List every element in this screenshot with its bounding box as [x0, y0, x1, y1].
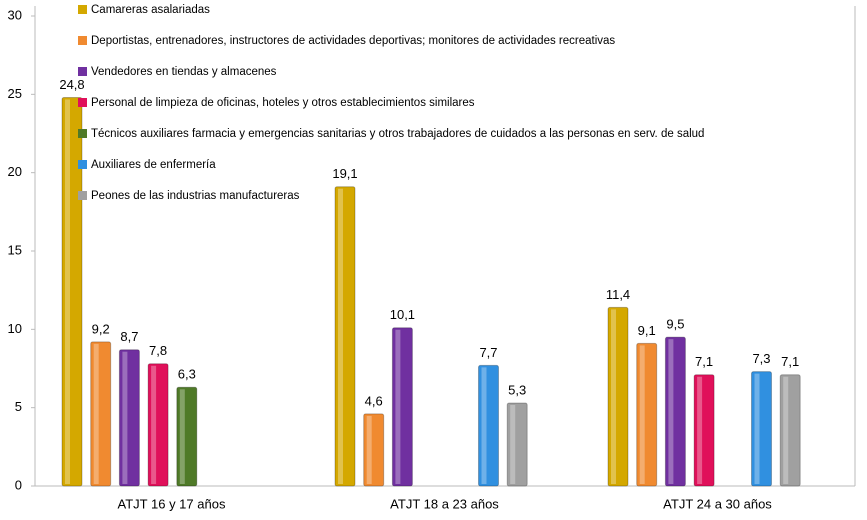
legend-label: Vendedores en tiendas y almacenes: [91, 66, 277, 78]
bar-shine: [639, 345, 645, 484]
bar: [147, 363, 169, 487]
legend-item: Personal de limpieza de oficinas, hotele…: [78, 95, 718, 111]
bar-shine: [754, 373, 760, 484]
bar-shine: [366, 415, 372, 484]
value-label: 10,1: [390, 307, 415, 322]
bar-shine: [122, 351, 128, 484]
legend-swatch: [78, 98, 87, 107]
legend-item: Deportistas, entrenadores, instructores …: [78, 33, 718, 49]
y-tick-label: 0: [15, 477, 22, 492]
bar: [506, 402, 528, 487]
bar-shine: [611, 309, 616, 484]
bar: [90, 341, 112, 487]
legend-swatch: [78, 160, 87, 169]
bar: [118, 349, 140, 487]
legend-swatch: [78, 191, 87, 200]
bar-shine: [179, 389, 185, 484]
value-label: 24,8: [59, 77, 84, 92]
bar: [61, 96, 83, 487]
y-tick-label: 20: [8, 164, 22, 179]
legend-label: Peones de las industrias manufactureras: [91, 190, 300, 202]
value-label: 19,1: [332, 166, 357, 181]
bar: [478, 364, 499, 487]
bar-shine: [395, 329, 401, 484]
bar-shine: [697, 376, 703, 484]
value-label: 7,1: [781, 354, 799, 369]
bar-shine: [668, 339, 674, 484]
bar-shine: [481, 367, 487, 484]
bar: [176, 386, 198, 487]
bar-shine: [338, 188, 343, 484]
y-tick-label: 10: [8, 321, 22, 336]
legend-swatch: [78, 36, 87, 45]
value-label: 5,3: [508, 382, 526, 397]
value-label: 9,5: [666, 317, 684, 332]
y-tick-label: 30: [8, 7, 22, 22]
x-tick-label: ATJT 16 y 17 años: [118, 496, 226, 511]
bar: [391, 327, 413, 487]
bar: [334, 186, 356, 487]
value-label: 9,1: [638, 323, 656, 338]
bar: [636, 342, 658, 487]
legend-item: Peones de las industrias manufactureras: [78, 188, 718, 204]
y-tick-label: 25: [8, 86, 22, 101]
x-tick-label: ATJT 24 a 30 años: [663, 496, 772, 511]
bar-shine: [783, 376, 789, 484]
bar-shine: [510, 404, 516, 484]
value-label: 11,4: [606, 287, 630, 302]
x-tick-label: ATJT 18 a 23 años: [390, 496, 499, 511]
y-tick-label: 5: [15, 399, 22, 414]
bar: [363, 413, 385, 487]
bar: [607, 306, 629, 487]
value-label: 6,3: [178, 367, 196, 382]
legend-swatch: [78, 129, 87, 138]
legend-item: Vendedores en tiendas y almacenes: [78, 64, 718, 80]
legend-swatch: [78, 5, 87, 14]
legend-label: Camareras asalariadas: [91, 4, 210, 16]
value-label: 7,1: [695, 354, 713, 369]
bar-shine: [65, 99, 70, 484]
legend-label: Personal de limpieza de oficinas, hotele…: [91, 97, 475, 109]
legend-label: Deportistas, entrenadores, instructores …: [91, 35, 616, 47]
legend-label: Técnicos auxiliares farmacia y emergenci…: [91, 128, 705, 140]
bar: [751, 371, 772, 487]
value-label: 7,7: [479, 345, 497, 360]
value-label: 8,7: [120, 329, 138, 344]
value-label: 7,3: [752, 351, 770, 366]
legend: Camareras asalariadas Deportistas, entren…: [78, 2, 718, 219]
bar: [664, 336, 686, 487]
legend-item: Auxiliares de enfermería: [78, 157, 718, 173]
bar-shine: [93, 343, 99, 484]
legend-item: Camareras asalariadas: [78, 2, 718, 18]
legend-swatch: [78, 67, 87, 76]
legend-label: Auxiliares de enfermería: [91, 159, 216, 171]
value-label: 4,6: [365, 393, 383, 408]
bar-shine: [151, 365, 157, 484]
value-label: 7,8: [149, 343, 167, 358]
legend-item: Técnicos auxiliares farmacia y emergenci…: [78, 126, 718, 142]
y-tick-label: 15: [8, 242, 22, 257]
value-label: 9,2: [92, 321, 110, 336]
bar: [779, 374, 801, 487]
bar: [693, 374, 715, 487]
